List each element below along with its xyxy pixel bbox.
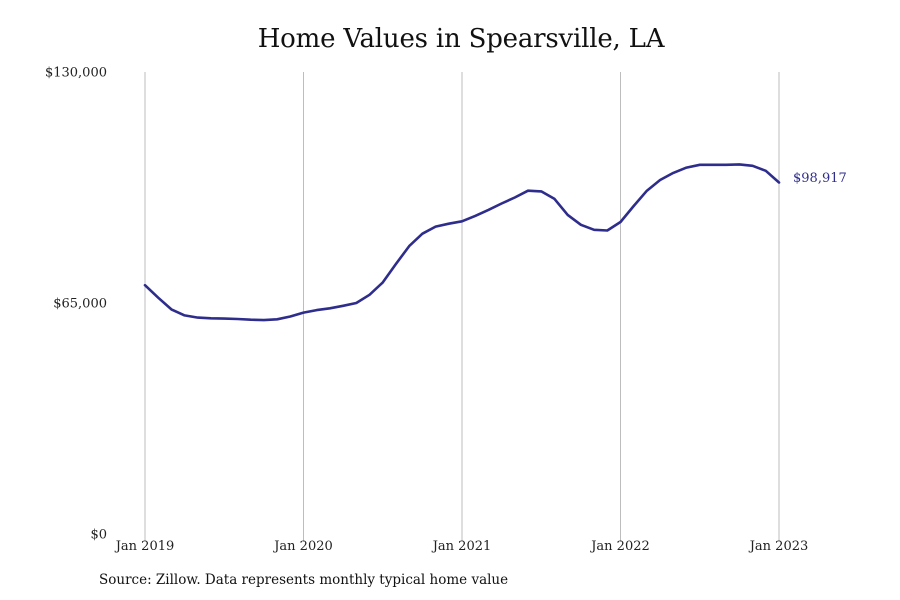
- y-tick-label: $0: [90, 528, 107, 543]
- x-axis: Jan 2019 Jan 2020 Jan 2021 Jan 2022 Jan 2023: [114, 539, 809, 554]
- source-note: Source: Zillow. Data represents monthly …: [99, 572, 509, 588]
- chart-title: Home Values in Spearsville, LA: [257, 24, 665, 54]
- x-tick-label: Jan 2023: [748, 539, 809, 554]
- annotation-layer: $98,917: [793, 171, 847, 186]
- series-line: [143, 163, 781, 322]
- series-layer: [143, 163, 781, 322]
- end-value-label: $98,917: [793, 171, 847, 186]
- y-tick-label: $65,000: [53, 297, 107, 312]
- x-tick-label: Jan 2022: [589, 539, 650, 554]
- y-axis: $0 $65,000 $130,000: [45, 66, 107, 543]
- grid-lines: [144, 72, 780, 542]
- x-tick-label: Jan 2021: [431, 539, 492, 554]
- x-tick-label: Jan 2019: [114, 539, 175, 554]
- x-tick-label: Jan 2020: [272, 539, 333, 554]
- y-tick-label: $130,000: [45, 66, 107, 81]
